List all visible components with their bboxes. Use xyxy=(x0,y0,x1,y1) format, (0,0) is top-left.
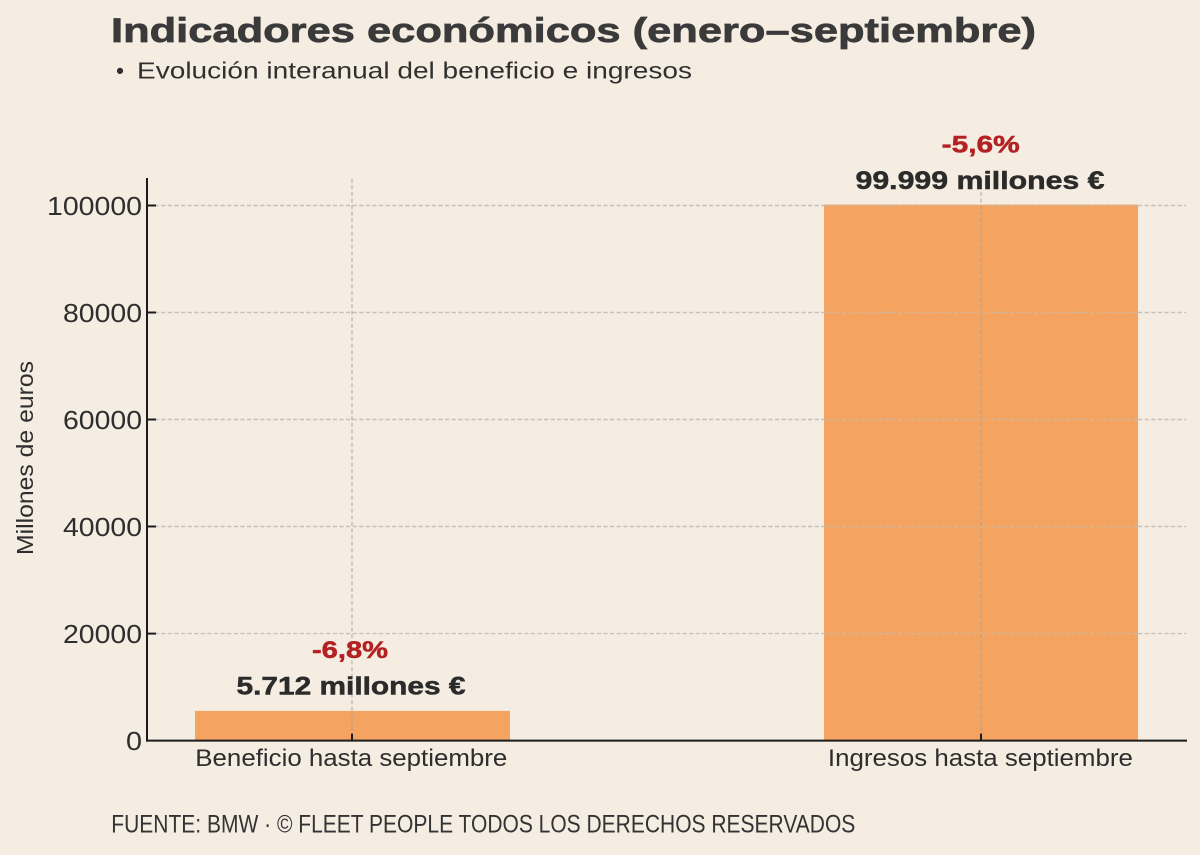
svg-text:99.999 millones €: 99.999 millones € xyxy=(856,167,1105,195)
svg-text:-5,6%: -5,6% xyxy=(942,132,1020,159)
svg-text:Millones de euros: Millones de euros xyxy=(12,361,38,555)
svg-text:20000: 20000 xyxy=(63,619,142,649)
svg-text:Beneficio hasta septiembre: Beneficio hasta septiembre xyxy=(195,745,507,772)
svg-text:100000: 100000 xyxy=(47,191,142,221)
svg-text:-6,8%: -6,8% xyxy=(312,637,388,664)
svg-text:60000: 60000 xyxy=(63,405,142,435)
svg-text:Evolución interanual del benef: Evolución interanual del beneficio e ing… xyxy=(137,58,692,84)
svg-text:0: 0 xyxy=(126,726,142,756)
svg-text:Ingresos hasta septiembre: Ingresos hasta septiembre xyxy=(828,745,1133,772)
svg-text:Indicadores económicos (enero–: Indicadores económicos (enero–septiembre… xyxy=(111,12,1036,50)
svg-text:5.712 millones €: 5.712 millones € xyxy=(237,673,466,701)
svg-text:•: • xyxy=(116,58,124,84)
svg-text:FUENTE: BMW · © FLEET PEOPLE T: FUENTE: BMW · © FLEET PEOPLE TODOS LOS D… xyxy=(111,811,855,839)
svg-text:40000: 40000 xyxy=(63,512,142,542)
svg-text:80000: 80000 xyxy=(63,298,142,328)
